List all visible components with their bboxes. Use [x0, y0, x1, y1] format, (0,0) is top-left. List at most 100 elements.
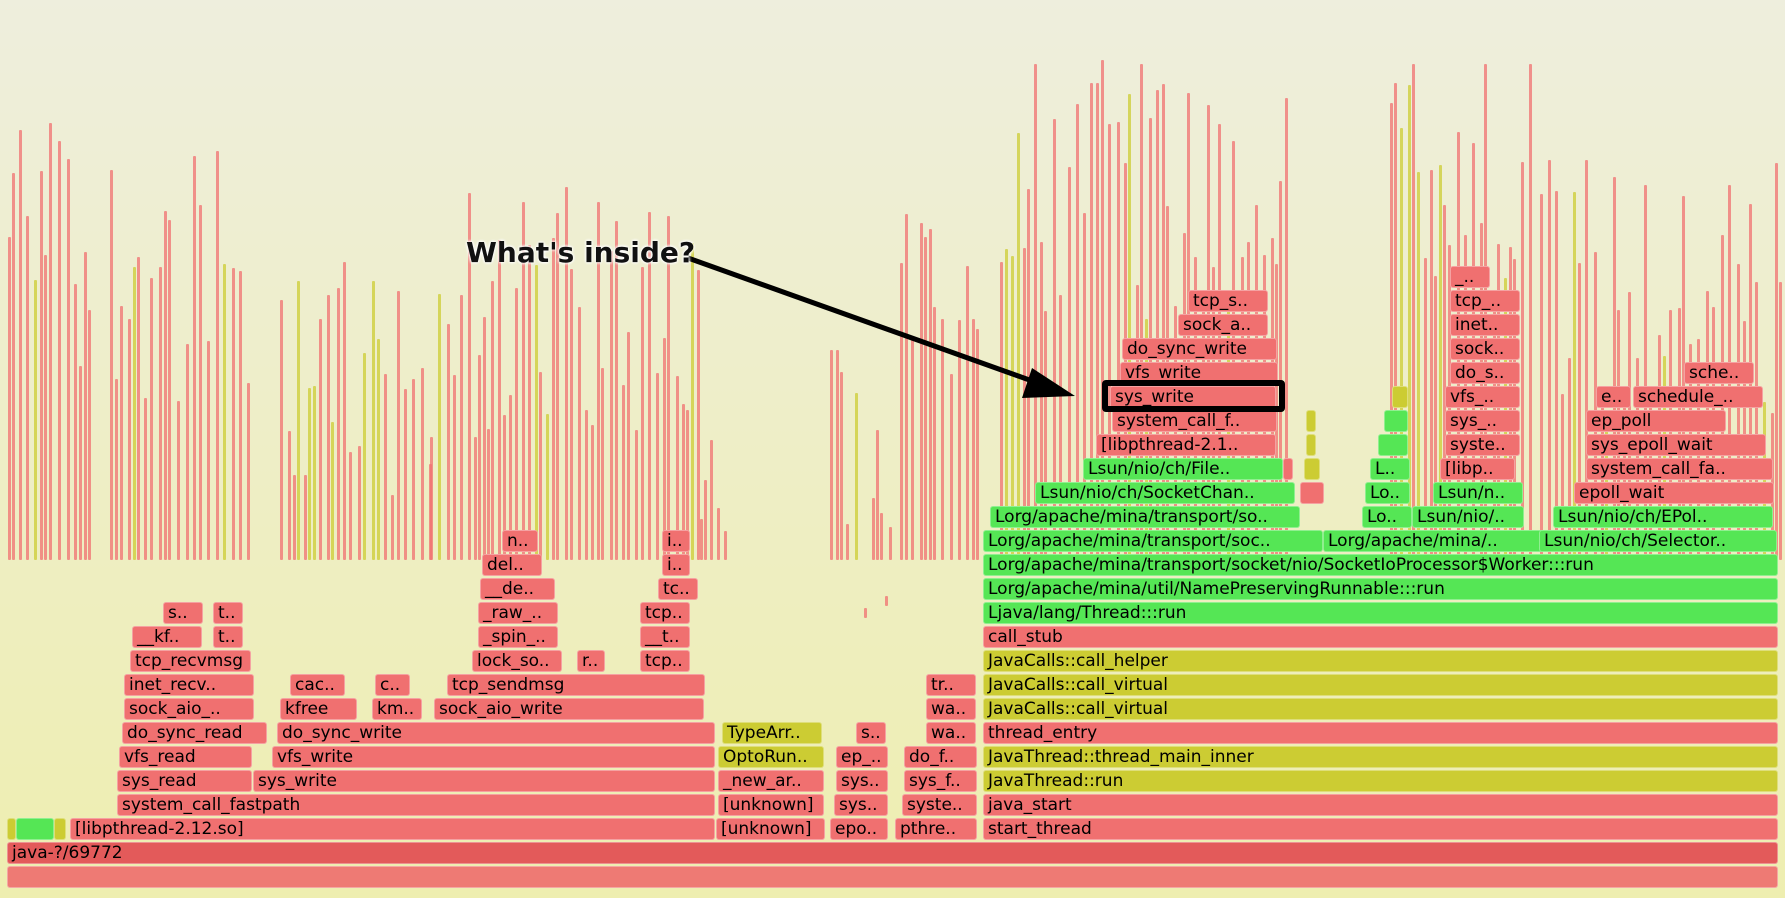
- stack-frame[interactable]: Lorg/apache/mina/transport/socket/nio/So…: [983, 554, 1778, 576]
- stack-frame[interactable]: java_start: [983, 794, 1778, 816]
- stack-frame[interactable]: s..: [163, 602, 203, 624]
- stack-frame[interactable]: [1306, 410, 1316, 432]
- stack-frame[interactable]: TypeArr..: [722, 722, 822, 744]
- stack-frame[interactable]: n..: [502, 530, 538, 552]
- stack-frame[interactable]: do_sync_write: [1122, 338, 1277, 360]
- stack-frame[interactable]: __de..: [480, 578, 555, 600]
- stack-frame[interactable]: [7, 866, 1778, 888]
- stack-frame[interactable]: Lsun/nio/ch/Selector..: [1539, 530, 1777, 552]
- stack-frame[interactable]: ep_..: [836, 746, 888, 768]
- stack-frame[interactable]: syste..: [1445, 434, 1520, 456]
- stack-frame[interactable]: tc..: [658, 578, 698, 600]
- stack-frame[interactable]: do_sync_write: [277, 722, 715, 744]
- stack-frame[interactable]: [unknown]: [718, 794, 824, 816]
- stack-frame[interactable]: ep_poll: [1586, 410, 1726, 432]
- stack-frame[interactable]: lock_so..: [472, 650, 562, 672]
- stack-frame[interactable]: system_call_fastpath: [117, 794, 715, 816]
- stack-frame[interactable]: [54, 818, 66, 840]
- stack-frame[interactable]: t..: [213, 602, 243, 624]
- stack-frame[interactable]: [1283, 458, 1293, 480]
- stack-frame[interactable]: [libpthread-2.12.so]: [70, 818, 715, 840]
- stack-frame[interactable]: inet_recv..: [124, 674, 254, 696]
- stack-frame[interactable]: [libpthread-2.1..: [1096, 434, 1276, 456]
- stack-frame[interactable]: schedule_..: [1633, 386, 1763, 408]
- stack-frame[interactable]: JavaThread::thread_main_inner: [983, 746, 1778, 768]
- stack-frame[interactable]: Lorg/apache/mina/transport/so..: [990, 506, 1300, 528]
- stack-frame[interactable]: do_s..: [1450, 362, 1520, 384]
- stack-frame[interactable]: wa..: [926, 722, 976, 744]
- stack-frame[interactable]: call_stub: [983, 626, 1778, 648]
- stack-frame[interactable]: start_thread: [983, 818, 1778, 840]
- stack-frame[interactable]: e..: [1596, 386, 1631, 408]
- stack-frame[interactable]: sock..: [1450, 338, 1520, 360]
- stack-frame[interactable]: tcp..: [640, 650, 690, 672]
- stack-frame[interactable]: syste..: [902, 794, 977, 816]
- stack-frame[interactable]: sys_f..: [904, 770, 977, 792]
- stack-frame[interactable]: JavaThread::run: [983, 770, 1778, 792]
- stack-frame[interactable]: sys..: [834, 794, 888, 816]
- stack-frame[interactable]: pthre..: [895, 818, 977, 840]
- stack-frame[interactable]: [1384, 410, 1408, 432]
- stack-frame[interactable]: sys_..: [1445, 410, 1520, 432]
- stack-frame[interactable]: JavaCalls::call_virtual: [983, 698, 1778, 720]
- stack-frame[interactable]: OptoRun..: [718, 746, 824, 768]
- stack-frame[interactable]: Lo..: [1362, 506, 1412, 528]
- stack-frame[interactable]: _raw_..: [478, 602, 558, 624]
- stack-frame[interactable]: c..: [375, 674, 410, 696]
- stack-frame[interactable]: L..: [1370, 458, 1410, 480]
- stack-frame[interactable]: __t..: [640, 626, 690, 648]
- stack-frame[interactable]: s..: [856, 722, 886, 744]
- stack-frame[interactable]: [1300, 482, 1324, 504]
- stack-frame[interactable]: [1306, 434, 1316, 456]
- stack-frame[interactable]: inet..: [1450, 314, 1520, 336]
- stack-frame[interactable]: do_f..: [904, 746, 977, 768]
- stack-frame[interactable]: Lsun/nio/..: [1412, 506, 1524, 528]
- stack-frame[interactable]: [1378, 434, 1408, 456]
- stack-frame[interactable]: Lsun/nio/ch/File..: [1083, 458, 1283, 480]
- stack-frame[interactable]: java-?/69772: [7, 842, 1778, 864]
- stack-frame[interactable]: _..: [1450, 266, 1490, 288]
- stack-frame[interactable]: Lorg/apache/mina/..: [1323, 530, 1553, 552]
- stack-frame[interactable]: tcp_sendmsg: [447, 674, 705, 696]
- stack-frame[interactable]: sock_a..: [1178, 314, 1268, 336]
- stack-frame[interactable]: tcp_recvmsg: [130, 650, 251, 672]
- stack-frame[interactable]: Lsun/n..: [1433, 482, 1523, 504]
- stack-frame[interactable]: cac..: [290, 674, 345, 696]
- stack-frame[interactable]: _spin_..: [478, 626, 558, 648]
- stack-frame[interactable]: thread_entry: [983, 722, 1778, 744]
- stack-frame[interactable]: sock_aio_write: [434, 698, 704, 720]
- stack-frame[interactable]: Lsun/nio/ch/SocketChan..: [1035, 482, 1295, 504]
- stack-frame[interactable]: system_call_fa..: [1586, 458, 1773, 480]
- stack-frame[interactable]: Lsun/nio/ch/EPol..: [1553, 506, 1773, 528]
- stack-frame[interactable]: [16, 818, 54, 840]
- stack-frame[interactable]: [unknown]: [716, 818, 825, 840]
- stack-frame[interactable]: _new_ar..: [718, 770, 824, 792]
- stack-frame[interactable]: [1392, 386, 1408, 408]
- stack-frame[interactable]: sche..: [1684, 362, 1754, 384]
- stack-frame[interactable]: r..: [577, 650, 605, 672]
- stack-frame[interactable]: vfs_write: [1120, 362, 1278, 384]
- stack-frame[interactable]: JavaCalls::call_helper: [983, 650, 1778, 672]
- stack-frame[interactable]: sys..: [836, 770, 888, 792]
- stack-frame[interactable]: km..: [372, 698, 422, 720]
- stack-frame[interactable]: [7, 818, 16, 840]
- stack-frame[interactable]: t..: [213, 626, 243, 648]
- stack-frame[interactable]: sys_write: [1110, 386, 1276, 408]
- stack-frame[interactable]: Lorg/apache/mina/util/NamePreservingRunn…: [983, 578, 1778, 600]
- stack-frame[interactable]: Lorg/apache/mina/transport/soc..: [983, 530, 1323, 552]
- stack-frame[interactable]: epo..: [830, 818, 888, 840]
- stack-frame[interactable]: Lo..: [1365, 482, 1410, 504]
- stack-frame[interactable]: Ljava/lang/Thread:::run: [983, 602, 1778, 624]
- stack-frame[interactable]: tcp_..: [1450, 290, 1520, 312]
- stack-frame[interactable]: i..: [662, 530, 690, 552]
- stack-frame[interactable]: __kf..: [132, 626, 202, 648]
- stack-frame[interactable]: [libp..: [1440, 458, 1515, 480]
- stack-frame[interactable]: vfs_..: [1445, 386, 1520, 408]
- stack-frame[interactable]: vfs_write: [272, 746, 715, 768]
- stack-frame[interactable]: sys_write: [253, 770, 715, 792]
- stack-frame[interactable]: sock_aio_..: [124, 698, 254, 720]
- stack-frame[interactable]: [1304, 458, 1320, 480]
- stack-frame[interactable]: kfree: [280, 698, 357, 720]
- stack-frame[interactable]: del..: [482, 554, 542, 576]
- stack-frame[interactable]: tr..: [926, 674, 976, 696]
